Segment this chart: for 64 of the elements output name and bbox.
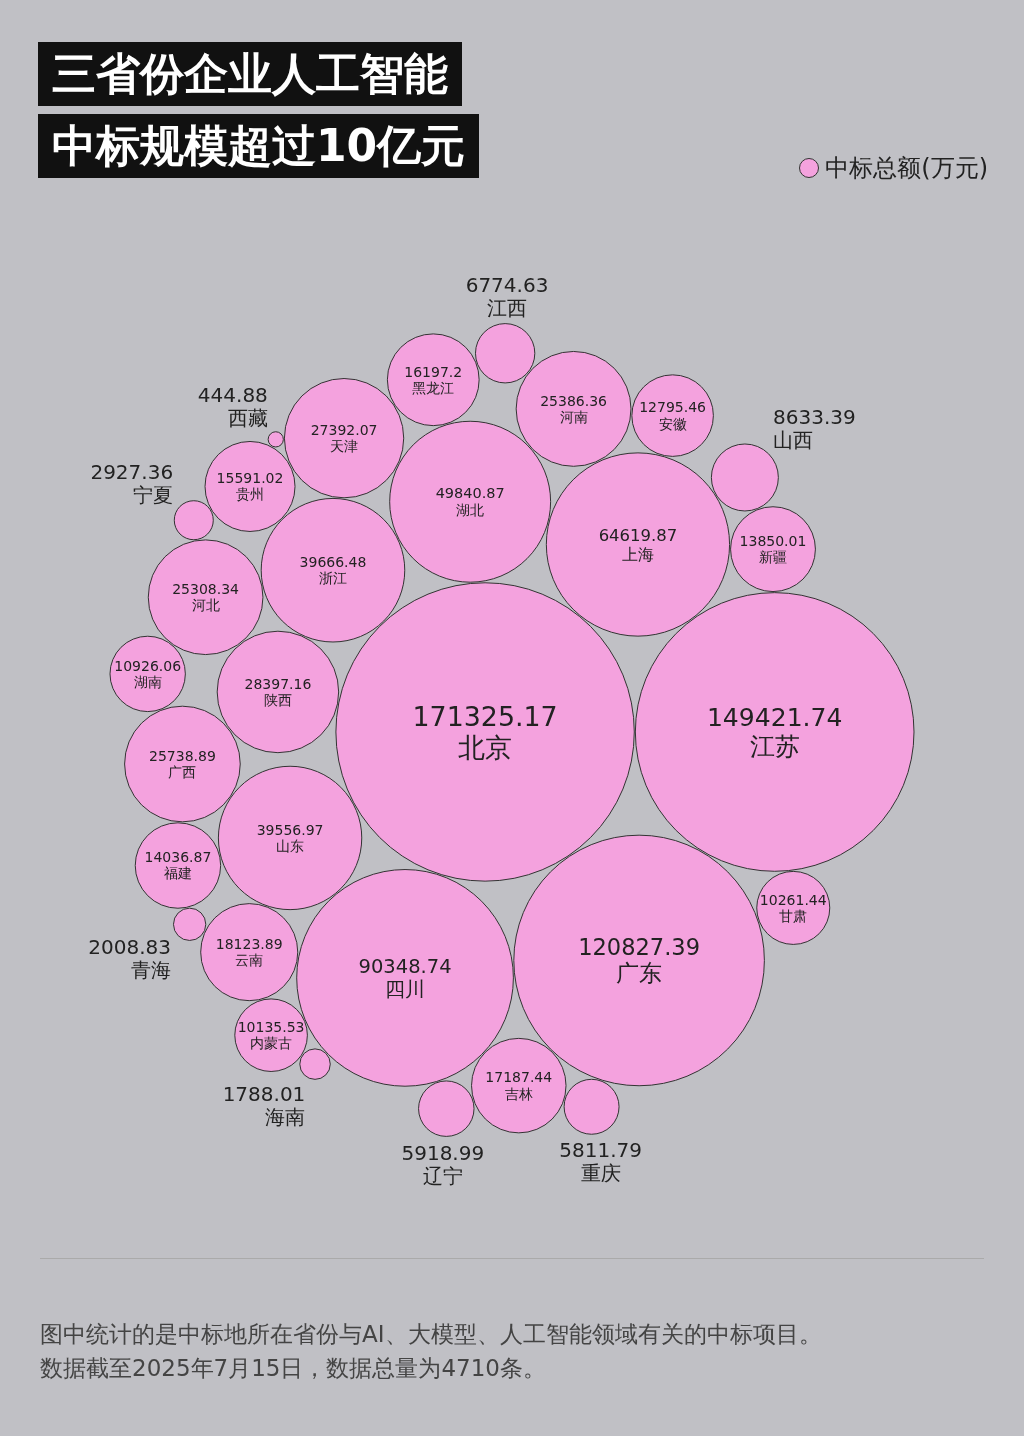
data-label: 39666.48 (299, 554, 367, 571)
category-label: 安徽 (658, 415, 687, 432)
category-label: 四川 (385, 977, 426, 1001)
data-label: 5811.79 (559, 1137, 643, 1162)
category-label: 吉林 (504, 1085, 533, 1102)
data-label: 39556.97 (256, 821, 324, 838)
category-label: 辽宁 (422, 1164, 463, 1189)
data-label: 120827.39 (578, 934, 701, 961)
data-label: 10135.53 (237, 1019, 305, 1036)
text: 中标规模超过10亿元 (38, 114, 480, 178)
category-label: 上海 (621, 544, 654, 564)
category-label: 宁夏 (133, 483, 174, 508)
data-label: 171325.17 (412, 700, 558, 732)
category-label: 湖南 (133, 673, 162, 690)
category-label: 广西 (168, 763, 197, 780)
category-label: 福建 (163, 865, 192, 882)
legend-label: 中标总额(万元) (825, 153, 988, 184)
category-label: 北京 (458, 731, 513, 763)
data-label: 15591.02 (216, 470, 284, 487)
data-label: 25308.34 (172, 581, 240, 598)
data-label: 18123.89 (215, 935, 283, 952)
data-label: 10926.06 (114, 657, 182, 674)
category-label: 广东 (616, 960, 663, 987)
data-label: 1788.01 (222, 1082, 306, 1107)
data-label: 444.88 (197, 383, 268, 408)
category-label: 江苏 (749, 732, 800, 762)
category-label: 湖北 (456, 502, 485, 519)
data-label: 8633.39 (773, 404, 856, 429)
data-label: 2008.83 (88, 935, 172, 960)
data-label: 17187.44 (485, 1069, 553, 1086)
category-label: 内蒙古 (250, 1035, 293, 1052)
category-label: 云南 (235, 952, 264, 969)
category-label: 新疆 (758, 549, 787, 566)
data-label: 64619.87 (598, 525, 678, 545)
data-label: 6774.63 (465, 272, 549, 297)
data-label: 12795.46 (639, 399, 707, 416)
category-label: 重庆 (580, 1160, 621, 1185)
category-label: 山东 (276, 837, 305, 854)
category-label: 陕西 (263, 691, 292, 708)
data-label: 149421.74 (706, 703, 843, 733)
data-label: 13850.01 (739, 533, 807, 550)
data-label: 25738.89 (149, 747, 216, 764)
data-label: 5918.99 (401, 1141, 485, 1166)
text: 三省份企业人工智能 (38, 42, 462, 106)
text: 图中统计的是中标地所在省份与AI、大模型、人工智能领域有关的中标项目。数据截至2025年7月15日，数据总量为4710条。 (40, 1320, 823, 1383)
data-label: 16197.2 (404, 363, 463, 380)
category-label: 西藏 (227, 406, 268, 431)
data-label: 25386.36 (540, 392, 608, 409)
data-label: 27392.07 (310, 422, 378, 439)
data-label: 49840.87 (435, 485, 505, 502)
data-label: 14036.87 (144, 849, 212, 866)
category-label: 山西 (773, 427, 814, 452)
category-label: 江西 (487, 295, 528, 320)
data-label: 28397.16 (244, 675, 312, 692)
category-label: 青海 (131, 958, 172, 983)
data-label: 10261.44 (759, 891, 827, 908)
data-label: 90348.74 (358, 955, 452, 979)
category-label: 黑龙江 (412, 379, 455, 396)
category-label: 天津 (330, 438, 359, 455)
data-label: 2927.36 (90, 460, 174, 485)
category-label: 河南 (559, 408, 588, 425)
category-label: 河北 (191, 597, 220, 614)
category-label: 海南 (265, 1105, 306, 1130)
category-label: 甘肃 (779, 907, 808, 924)
